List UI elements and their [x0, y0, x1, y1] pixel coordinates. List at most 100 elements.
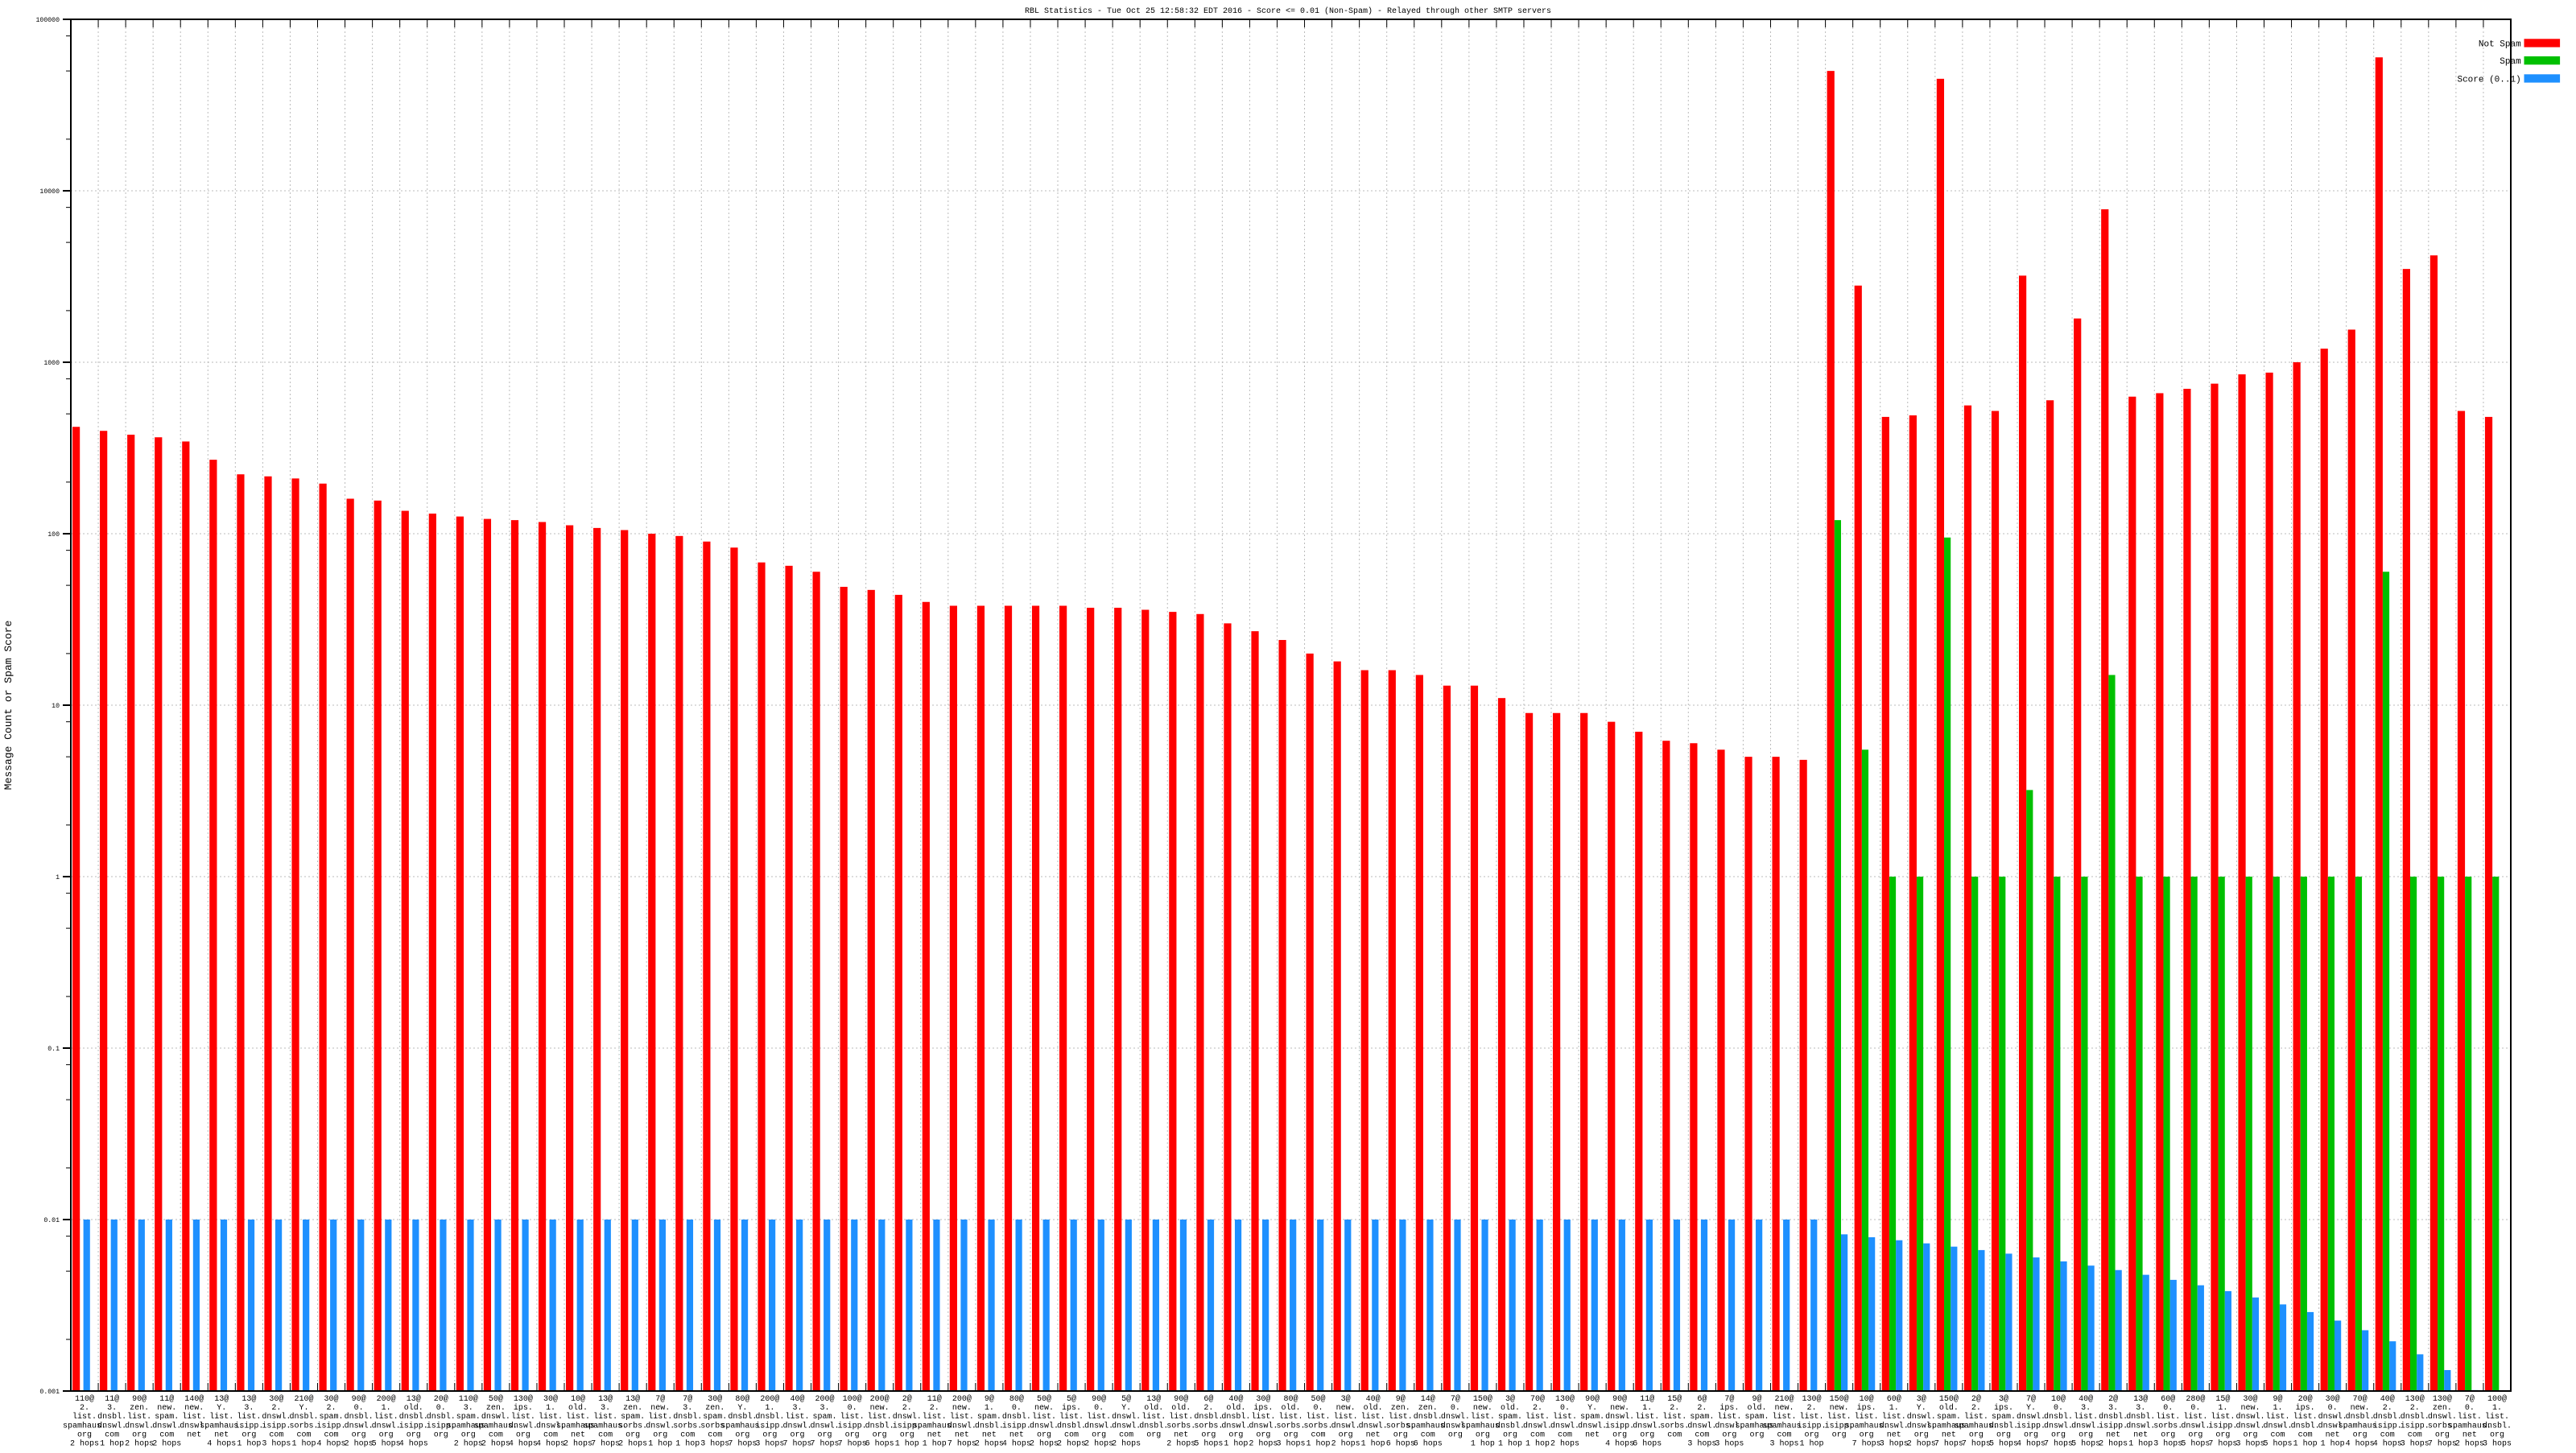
- svg-text:org: org: [2024, 1430, 2038, 1439]
- svg-text:dnswl.: dnswl.: [646, 1421, 675, 1430]
- svg-text:15@: 15@: [1667, 1394, 1682, 1404]
- svg-text:7 hops: 7 hops: [591, 1439, 620, 1449]
- svg-text:old.: old.: [1226, 1403, 1245, 1413]
- svg-text:dnsbl.: dnsbl.: [865, 1421, 894, 1430]
- svg-text:zen.: zen.: [1418, 1404, 1438, 1413]
- svg-text:40@: 40@: [1366, 1394, 1381, 1404]
- svg-text:1 hop: 1 hop: [895, 1439, 919, 1449]
- svg-text:ips.: ips.: [1994, 1403, 2013, 1413]
- svg-text:2.: 2.: [1697, 1404, 1707, 1413]
- svg-text:0.: 0.: [1012, 1404, 1022, 1413]
- svg-text:spam.: spam.: [1992, 1413, 2016, 1422]
- svg-text:5@: 5@: [1121, 1394, 1131, 1404]
- svg-text:dnswl.: dnswl.: [1441, 1412, 1470, 1422]
- svg-text:org: org: [1339, 1430, 1353, 1439]
- svg-text:org: org: [1969, 1430, 1984, 1439]
- svg-text:2 hops: 2 hops: [1112, 1439, 1141, 1449]
- svg-text:list.: list.: [2458, 1412, 2482, 1422]
- svg-text:3 hops: 3 hops: [1715, 1439, 1744, 1449]
- svg-text:dnswl.: dnswl.: [372, 1421, 401, 1430]
- svg-text:org: org: [2435, 1430, 2450, 1439]
- svg-text:0.: 0.: [2465, 1404, 2475, 1413]
- svg-text:7 hops: 7 hops: [1852, 1439, 1881, 1449]
- svg-text:5 hops: 5 hops: [1989, 1439, 2018, 1449]
- svg-text:org: org: [77, 1430, 92, 1439]
- svg-text:9@: 9@: [2273, 1394, 2283, 1404]
- svg-text:list.: list.: [511, 1412, 535, 1422]
- svg-text:3@: 3@: [1505, 1394, 1515, 1404]
- svg-text:org: org: [2353, 1430, 2368, 1439]
- svg-text:dnsbl.: dnsbl.: [1194, 1412, 1223, 1422]
- svg-text:dnswl.: dnswl.: [811, 1421, 840, 1430]
- svg-text:isipp.: isipp.: [755, 1421, 784, 1430]
- svg-text:org: org: [2161, 1430, 2175, 1439]
- svg-text:dnswl.: dnswl.: [1523, 1421, 1552, 1430]
- svg-text:2@: 2@: [2108, 1394, 2118, 1404]
- svg-text:3 hops: 3 hops: [700, 1439, 729, 1449]
- svg-text:7 hops: 7 hops: [947, 1439, 976, 1449]
- svg-text:list.: list.: [1169, 1412, 1193, 1422]
- svg-text:1 hop: 1 hop: [1525, 1439, 1550, 1449]
- svg-text:90@: 90@: [1092, 1394, 1106, 1404]
- svg-text:list.: list.: [785, 1412, 809, 1422]
- svg-text:5 hops: 5 hops: [1194, 1439, 1223, 1449]
- svg-text:0.: 0.: [436, 1404, 446, 1413]
- svg-text:org: org: [2051, 1430, 2066, 1439]
- svg-text:isipp.: isipp.: [2099, 1421, 2128, 1430]
- svg-text:dnswl.: dnswl.: [1112, 1421, 1141, 1430]
- svg-text:3.: 3.: [820, 1404, 830, 1413]
- svg-text:1 hop: 1 hop: [1224, 1439, 1248, 1449]
- svg-text:list.: list.: [1635, 1412, 1659, 1422]
- svg-text:2 hops: 2 hops: [152, 1439, 181, 1449]
- svg-text:org: org: [434, 1430, 448, 1439]
- svg-text:80@: 80@: [1009, 1394, 1024, 1404]
- svg-text:net: net: [1585, 1430, 1600, 1439]
- svg-text:1.: 1.: [2492, 1404, 2502, 1413]
- svg-text:210@: 210@: [1775, 1394, 1794, 1404]
- svg-text:org: org: [1201, 1430, 1216, 1439]
- svg-text:6@: 6@: [1203, 1394, 1213, 1404]
- svg-text:dnsbl.: dnsbl.: [2044, 1412, 2073, 1422]
- svg-text:spam.: spam.: [1937, 1413, 1961, 1422]
- svg-text:2.: 2.: [271, 1404, 281, 1413]
- svg-text:130@: 130@: [2405, 1394, 2425, 1404]
- svg-text:150@: 150@: [1830, 1394, 1849, 1404]
- svg-text:Y.: Y.: [1917, 1404, 1926, 1413]
- svg-text:list.: list.: [2211, 1412, 2235, 1422]
- svg-text:0.: 0.: [1451, 1404, 1460, 1413]
- svg-text:new.: new.: [1473, 1404, 1492, 1413]
- svg-text:com: com: [1119, 1430, 1133, 1439]
- svg-text:dnswl.: dnswl.: [1221, 1421, 1250, 1430]
- svg-text:ips.: ips.: [1857, 1403, 1876, 1413]
- svg-text:3.: 3.: [601, 1404, 610, 1413]
- svg-text:com: com: [680, 1430, 695, 1439]
- svg-text:1: 1: [56, 874, 60, 881]
- svg-text:280@: 280@: [2186, 1394, 2205, 1404]
- svg-text:0.: 0.: [848, 1404, 857, 1413]
- svg-text:list.: list.: [209, 1412, 233, 1422]
- svg-text:dnsbl.: dnsbl.: [1002, 1412, 1031, 1422]
- svg-text:3.: 3.: [2108, 1404, 2118, 1413]
- svg-text:1 hop: 1 hop: [2128, 1439, 2153, 1449]
- svg-text:new.: new.: [952, 1404, 972, 1413]
- svg-text:90@: 90@: [132, 1394, 147, 1404]
- svg-text:dnswl.: dnswl.: [947, 1421, 976, 1430]
- svg-text:dnsbl.: dnsbl.: [2099, 1412, 2128, 1422]
- svg-text:100000: 100000: [36, 17, 60, 24]
- svg-text:30@: 30@: [324, 1394, 339, 1404]
- svg-text:isipp.: isipp.: [317, 1421, 346, 1430]
- svg-text:2.: 2.: [1670, 1404, 1679, 1413]
- svg-text:org: org: [1832, 1430, 1847, 1439]
- svg-text:2 hops: 2 hops: [975, 1439, 1004, 1449]
- svg-text:ips.: ips.: [514, 1403, 533, 1413]
- svg-text:50@: 50@: [489, 1394, 503, 1404]
- svg-text:list.: list.: [1471, 1412, 1495, 1422]
- svg-text:new.: new.: [157, 1404, 176, 1413]
- svg-text:org: org: [2188, 1430, 2202, 1439]
- svg-text:ips.: ips.: [1062, 1403, 1081, 1413]
- svg-text:org: org: [1503, 1430, 1517, 1439]
- svg-text:130@: 130@: [2433, 1394, 2452, 1404]
- svg-text:list.: list.: [1855, 1412, 1879, 1422]
- svg-text:ips.: ips.: [1719, 1403, 1739, 1413]
- svg-text:130@: 130@: [1555, 1394, 1575, 1404]
